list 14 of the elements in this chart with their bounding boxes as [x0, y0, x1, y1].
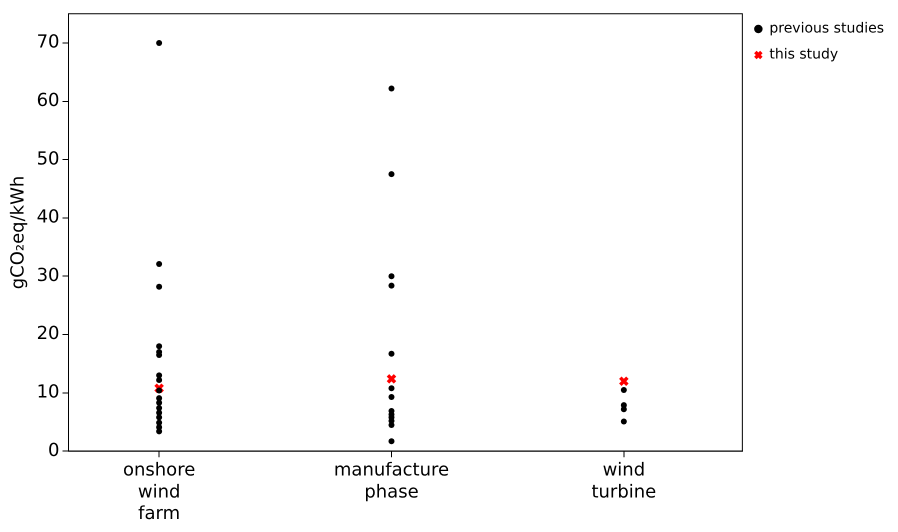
x-tick-label: wind turbine	[591, 460, 656, 502]
y-tick-label: 40	[36, 206, 60, 228]
x-tick-label: manufacture phase	[334, 460, 450, 502]
y-tick-label: 20	[36, 323, 60, 344]
legend-label: previous studies	[769, 20, 884, 37]
y-tick-label: 0	[48, 440, 60, 461]
legend-label: this study	[769, 46, 838, 63]
y-tick-label: 10	[36, 382, 60, 403]
x-tick-label: onshore wind farm	[122, 460, 196, 524]
y-tick-label: 60	[36, 90, 60, 111]
y-tick-label: 30	[36, 264, 60, 286]
y-tick-label: 70	[36, 32, 60, 53]
y-tick-label: 50	[36, 148, 60, 170]
y-axis-title: gCO₂eq/kWh	[7, 176, 28, 290]
